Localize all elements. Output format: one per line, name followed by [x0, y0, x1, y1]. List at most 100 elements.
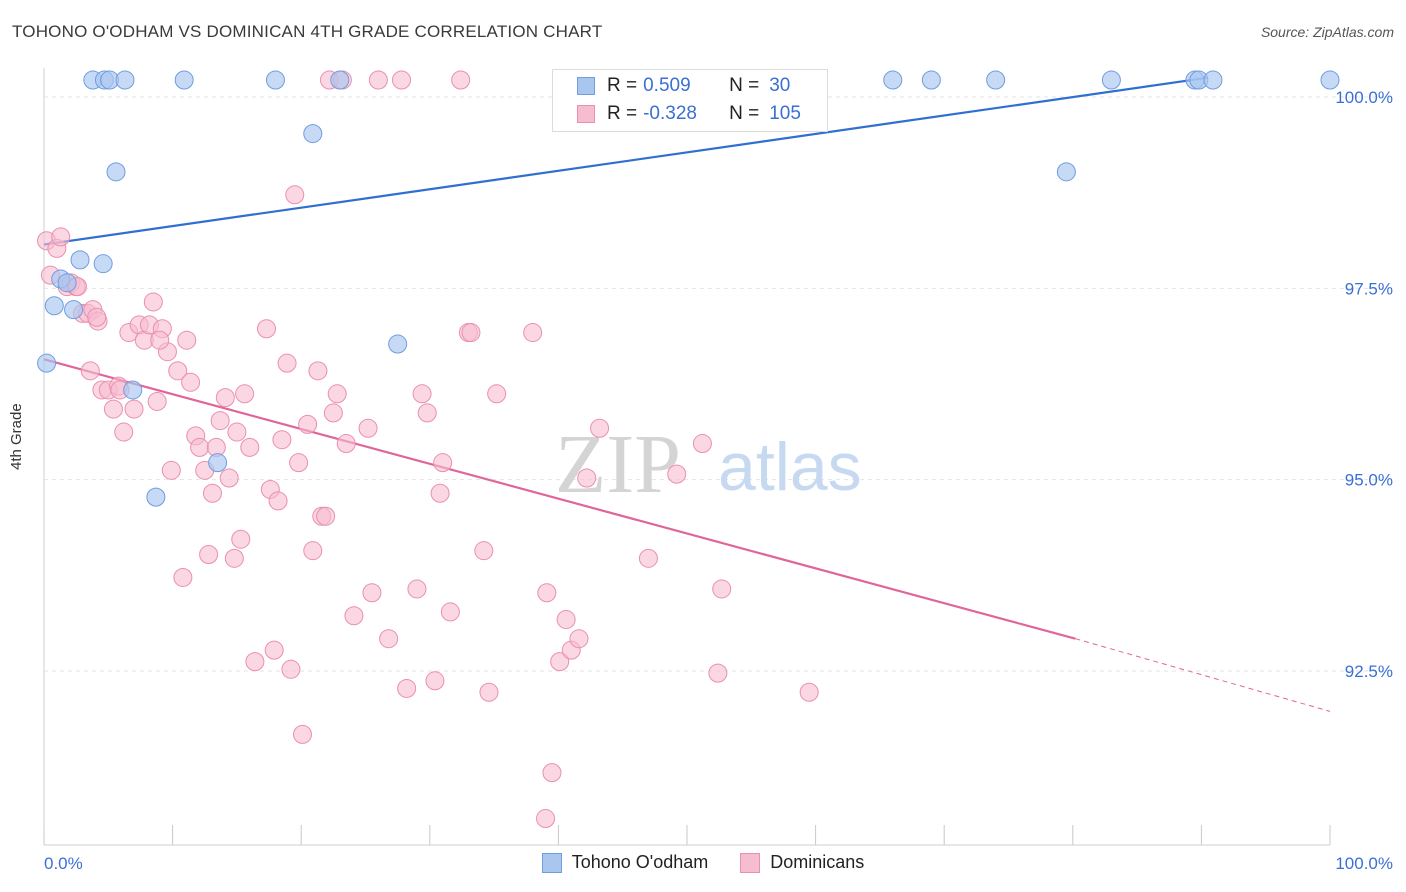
data-point-dominicans — [168, 361, 188, 381]
data-point-dominicans — [550, 652, 570, 672]
data-point-dominicans — [264, 640, 284, 660]
data-point-dominicans — [202, 483, 222, 503]
data-point-dominicans — [523, 323, 543, 343]
axes — [43, 68, 1331, 846]
data-point-dominicans — [298, 414, 318, 434]
data-point-dominicans — [397, 678, 417, 698]
legend-item-tohono: Tohono O'odham — [541, 852, 709, 873]
y-tick-label: 100.0% — [1335, 88, 1393, 107]
data-point-dominicans — [537, 583, 557, 603]
data-point-dominicans — [80, 361, 100, 381]
data-point-dominicans — [799, 682, 819, 702]
data-point-dominicans — [292, 724, 312, 744]
x-tick-label: 100.0% — [1335, 854, 1393, 873]
dominicans-points — [37, 70, 819, 829]
watermark-zip: ZIP — [555, 418, 681, 511]
data-point-dominicans — [114, 422, 134, 442]
r-value: -0.328 — [643, 103, 697, 124]
data-point-dominicans — [245, 652, 265, 672]
data-point-dominicans — [590, 418, 610, 438]
data-point-dominicans — [638, 548, 658, 568]
data-point-tohono — [174, 70, 194, 90]
data-point-tohono — [115, 70, 135, 90]
data-point-dominicans — [451, 70, 471, 90]
data-point-dominicans — [542, 763, 562, 783]
data-point-dominicans — [358, 418, 378, 438]
data-point-tohono — [388, 334, 408, 354]
data-point-dominicans — [362, 583, 382, 603]
n-label: N = — [729, 75, 760, 96]
data-point-dominicans — [227, 422, 247, 442]
data-point-dominicans — [87, 307, 107, 327]
y-tick-label: 95.0% — [1345, 471, 1393, 490]
data-point-dominicans — [219, 468, 239, 488]
data-point-tohono — [921, 70, 941, 90]
trendline-dominicans — [43, 358, 1076, 640]
data-point-dominicans — [712, 579, 732, 599]
data-point-tohono — [57, 273, 77, 293]
data-point-dominicans — [177, 330, 197, 350]
correlation-legend: R = 0.509 N = 30 R = -0.328 N = 105 — [552, 69, 828, 132]
series-legend: Tohono O'odham Dominicans — [0, 852, 1406, 873]
data-point-tohono — [1203, 70, 1223, 90]
data-point-dominicans — [368, 70, 388, 90]
data-point-dominicans — [692, 434, 712, 454]
tick-labels: 92.5% 95.0% 97.5% 100.0% 0.0% 100.0% — [44, 88, 1393, 873]
data-point-tohono — [37, 353, 57, 373]
data-point-dominicans — [425, 671, 445, 691]
data-point-dominicans — [392, 70, 412, 90]
data-point-dominicans — [407, 579, 427, 599]
n-value: 30 — [769, 75, 791, 96]
watermark: ZIP atlas — [555, 418, 862, 511]
legend-row-dominicans: R = -0.328 N = 105 — [577, 102, 801, 126]
data-point-dominicans — [224, 548, 244, 568]
tohono-points — [37, 70, 1340, 507]
x-tick-label: 0.0% — [44, 854, 83, 873]
legend-label: Tohono O'odham — [571, 852, 709, 872]
data-point-dominicans — [667, 464, 687, 484]
data-point-tohono — [93, 254, 113, 274]
data-point-dominicans — [569, 629, 589, 649]
data-point-dominicans — [461, 323, 481, 343]
data-point-tohono — [883, 70, 903, 90]
data-point-dominicans — [308, 361, 328, 381]
data-point-dominicans — [433, 453, 453, 473]
data-point-dominicans — [285, 185, 305, 205]
data-point-dominicans — [412, 384, 432, 404]
data-point-dominicans — [173, 567, 193, 587]
data-point-tohono — [106, 162, 126, 182]
data-point-dominicans — [577, 468, 597, 488]
data-point-dominicans — [150, 330, 170, 350]
data-point-dominicans — [190, 437, 210, 457]
data-point-tohono — [1056, 162, 1076, 182]
data-point-tohono — [208, 453, 228, 473]
data-point-dominicans — [474, 541, 494, 561]
data-point-dominicans — [231, 529, 251, 549]
data-point-dominicans — [210, 411, 230, 431]
data-point-dominicans — [161, 460, 181, 480]
data-point-dominicans — [277, 353, 297, 373]
r-label: R = — [607, 103, 638, 124]
data-point-tohono — [303, 124, 323, 144]
legend-swatch-blue — [577, 77, 595, 95]
data-point-dominicans — [147, 391, 167, 411]
data-point-dominicans — [327, 384, 347, 404]
data-point-dominicans — [440, 602, 460, 622]
data-point-dominicans — [143, 292, 163, 312]
data-point-dominicans — [323, 403, 343, 423]
chart-title: TOHONO O'ODHAM VS DOMINICAN 4TH GRADE CO… — [12, 22, 603, 41]
data-point-dominicans — [240, 437, 260, 457]
data-point-dominicans — [316, 506, 336, 526]
data-point-dominicans — [103, 399, 123, 419]
y-tick-label: 92.5% — [1345, 662, 1393, 681]
legend-row-tohono: R = 0.509 N = 30 — [577, 74, 790, 98]
data-point-tohono — [146, 487, 166, 507]
data-point-dominicans — [379, 629, 399, 649]
data-point-dominicans — [215, 388, 235, 408]
source-label: Source: ZipAtlas.com — [1260, 24, 1394, 40]
data-point-dominicans — [268, 491, 288, 511]
data-point-dominicans — [181, 372, 201, 392]
n-label: N = — [729, 103, 760, 124]
data-point-tohono — [986, 70, 1006, 90]
data-point-dominicans — [289, 453, 309, 473]
